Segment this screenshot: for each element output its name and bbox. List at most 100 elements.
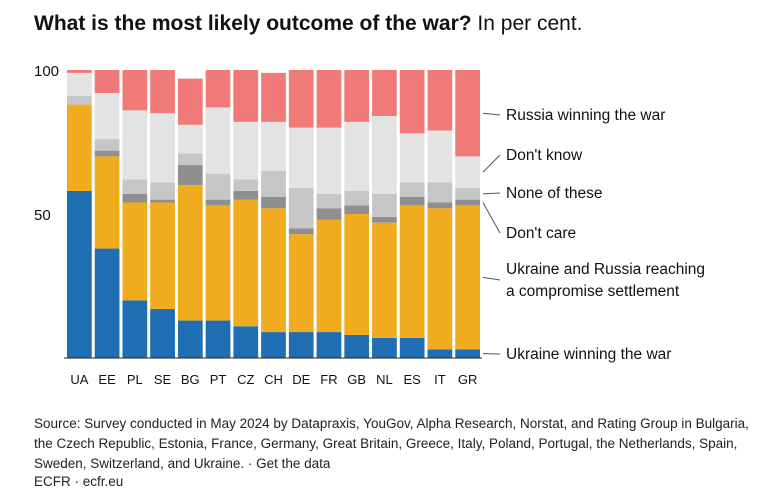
bar-segment <box>150 199 175 203</box>
bar-segment <box>344 334 370 358</box>
bar-segment <box>261 121 286 171</box>
bar-segment <box>455 349 480 358</box>
bar-segment <box>177 165 203 186</box>
bar-segment <box>122 70 148 111</box>
x-tick-label: IT <box>434 372 446 387</box>
bar-segment <box>233 326 259 358</box>
x-tick-label: BG <box>181 372 200 387</box>
bar-segment <box>67 104 92 191</box>
x-tick-label: CH <box>264 372 283 387</box>
bar-segment <box>122 110 148 180</box>
bar-segment <box>122 202 148 301</box>
legend-connector <box>482 154 501 173</box>
bar-segment <box>177 78 203 125</box>
source-note: Source: Survey conducted in May 2024 by … <box>34 416 749 471</box>
legend-label: None of these <box>506 185 603 202</box>
bar-segment <box>122 193 148 203</box>
bar-segment <box>233 121 259 180</box>
bar-segment <box>205 107 231 174</box>
bar-segment <box>94 156 120 249</box>
legend-connector <box>482 202 501 234</box>
bar-segment <box>205 70 231 108</box>
legend-label: Ukraine winning the war <box>506 346 671 363</box>
x-tick-label: UA <box>70 372 88 387</box>
bar-segment <box>150 113 175 183</box>
bar-segment <box>344 205 370 214</box>
legend-label: Ukraine and Russia reaching <box>506 261 705 278</box>
bar-segment <box>427 349 453 358</box>
bar-segment <box>372 70 397 117</box>
x-tick-label: FR <box>320 372 337 387</box>
title-bold: What is the most likely outcome of the w… <box>34 12 472 35</box>
bar-segment <box>399 196 425 206</box>
bar-segment <box>288 332 314 358</box>
bar-segment <box>427 70 453 131</box>
bar-segment <box>94 70 120 94</box>
bar-segment <box>316 193 342 209</box>
bar-segment <box>67 70 92 73</box>
bar-segment <box>288 70 314 128</box>
bar-segment <box>288 127 314 189</box>
bar-segment <box>427 182 453 203</box>
legend-connector <box>482 276 501 281</box>
bar-segment <box>399 205 425 338</box>
chart-title: What is the most likely outcome of the w… <box>34 12 582 36</box>
bar-segment <box>372 337 397 358</box>
bar-segment <box>94 248 120 358</box>
bar-segment <box>344 190 370 206</box>
x-tick-label: PT <box>210 372 227 387</box>
y-tick-label: 50 <box>34 207 51 224</box>
stacked-bar-chart: 50 100 UA EE PL SE BG PT CZ CH DE FR GB NL ES IT GR Russi… <box>34 63 705 387</box>
bar-segment <box>427 130 453 183</box>
bar-segment <box>233 179 259 191</box>
bar-segment <box>94 93 120 140</box>
bar-segment <box>399 182 425 197</box>
bar-segment <box>344 121 370 191</box>
legend-label: Russia winning the war <box>506 107 665 124</box>
bar-segment <box>316 208 342 220</box>
bar-segment <box>455 70 480 157</box>
legend-label: Don't care <box>506 225 576 242</box>
bar-segment <box>455 205 480 350</box>
bar-segment <box>372 222 397 338</box>
bar-segment <box>344 70 370 122</box>
bar-segment <box>94 139 120 151</box>
x-tick-label: GB <box>347 372 366 387</box>
bar-segment <box>288 188 314 229</box>
legend-connector <box>482 192 501 195</box>
bar-segment <box>261 208 286 333</box>
title-rest: In per cent. <box>477 12 583 35</box>
x-tick-label: EE <box>98 372 116 387</box>
bar-segment <box>399 70 425 134</box>
bar-segment <box>261 170 286 197</box>
x-tick-label: PL <box>127 372 143 387</box>
bar-segment <box>150 309 175 358</box>
x-tick-label: ES <box>403 372 421 387</box>
bar-segment <box>177 153 203 166</box>
bar-segment <box>67 95 92 105</box>
legend-connector <box>482 112 501 116</box>
x-tick-label: GR <box>458 372 478 387</box>
bar-segment <box>399 133 425 183</box>
bar-segment <box>316 70 342 128</box>
bar-segment <box>67 72 92 96</box>
bar-segment <box>205 320 231 358</box>
bar-segment <box>399 337 425 358</box>
bar-segment <box>372 193 397 217</box>
bar-segment <box>67 190 92 358</box>
x-tick-label: CZ <box>237 372 254 387</box>
x-tick-label: SE <box>154 372 172 387</box>
bar-segment <box>344 214 370 335</box>
bar-segment <box>150 202 175 310</box>
bar-segment <box>455 199 480 206</box>
bar-segment <box>455 156 480 189</box>
bar-segment <box>316 219 342 333</box>
bar-segment <box>150 70 175 114</box>
bar-segment <box>94 150 120 157</box>
bar-segment <box>205 205 231 321</box>
bar-segment <box>233 199 259 327</box>
bar-segment <box>177 124 203 154</box>
y-tick-label: 100 <box>34 63 59 80</box>
bar-segment <box>122 300 148 358</box>
bar-segment <box>261 196 286 209</box>
